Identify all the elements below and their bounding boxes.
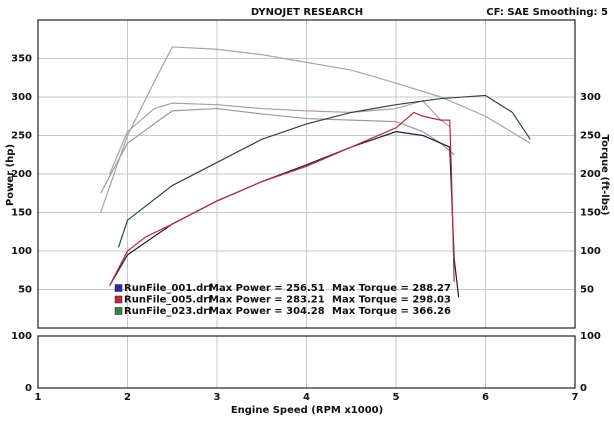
y2-tick-label: 250 bbox=[580, 131, 601, 142]
legend-name: RunFile_005.drf bbox=[124, 295, 213, 306]
legend-max-power: Max Power = 283.21 bbox=[209, 295, 325, 306]
legend-max-torque: Max Torque = 298.03 bbox=[332, 295, 451, 306]
line bbox=[109, 131, 460, 298]
plot-frame bbox=[37, 19, 576, 329]
y2-tick-label: 300 bbox=[580, 92, 601, 103]
legend-swatch bbox=[114, 307, 123, 315]
legend-max-torque: Max Torque = 288.27 bbox=[332, 283, 451, 294]
x-tick-label: 1 bbox=[35, 392, 42, 403]
x-tick-label: 3 bbox=[214, 392, 221, 403]
x-tick-label: 2 bbox=[124, 392, 131, 403]
sub-y-tick-label: 0 bbox=[25, 383, 32, 394]
line bbox=[109, 111, 455, 286]
legend-name: RunFile_023.drf bbox=[124, 306, 213, 317]
y2-tick-label: 200 bbox=[580, 169, 601, 180]
x-tick-label: 7 bbox=[572, 392, 579, 403]
sub-y2-tick-label: 100 bbox=[580, 331, 601, 342]
y-tick-label: 150 bbox=[11, 208, 32, 219]
y2-tick-label: 50 bbox=[580, 285, 594, 296]
legend-swatch bbox=[114, 284, 123, 292]
x-axis-title: Engine Speed (RPM x1000) bbox=[231, 405, 383, 416]
legend-max-power: Max Power = 304.28 bbox=[209, 306, 325, 317]
y-tick-label: 250 bbox=[11, 131, 32, 142]
y-tick-label: 300 bbox=[11, 92, 32, 103]
legend-max-torque: Max Torque = 366.26 bbox=[332, 306, 451, 317]
x-tick-label: 5 bbox=[393, 392, 400, 403]
y2-tick-label: 100 bbox=[580, 246, 601, 257]
y-tick-label: 200 bbox=[11, 169, 32, 180]
sub-y2-tick-label: 0 bbox=[580, 383, 587, 394]
y-tick-label: 100 bbox=[11, 246, 32, 257]
x-tick-label: 4 bbox=[303, 392, 310, 403]
sub-y-tick-label: 100 bbox=[11, 331, 32, 342]
y2-axis-title: Torque (ft-lbs) bbox=[599, 135, 610, 216]
line bbox=[100, 46, 531, 213]
line bbox=[117, 94, 531, 248]
chart-title: DYNOJET RESEARCH bbox=[251, 7, 363, 18]
legend-name: RunFile_001.drf bbox=[124, 283, 213, 294]
y-axis-title: Power (hp) bbox=[5, 144, 16, 206]
sub-plot-frame bbox=[37, 335, 576, 389]
x-tick-label: 6 bbox=[482, 392, 489, 403]
line bbox=[100, 107, 455, 194]
legend-swatch bbox=[114, 295, 123, 304]
line bbox=[109, 100, 451, 175]
y2-tick-label: 150 bbox=[580, 208, 601, 219]
legend-max-power: Max Power = 256.51 bbox=[209, 283, 325, 294]
y-tick-label: 350 bbox=[11, 54, 32, 65]
settings-text: CF: SAE Smoothing: 5 bbox=[486, 7, 608, 18]
y-tick-label: 50 bbox=[18, 285, 32, 296]
